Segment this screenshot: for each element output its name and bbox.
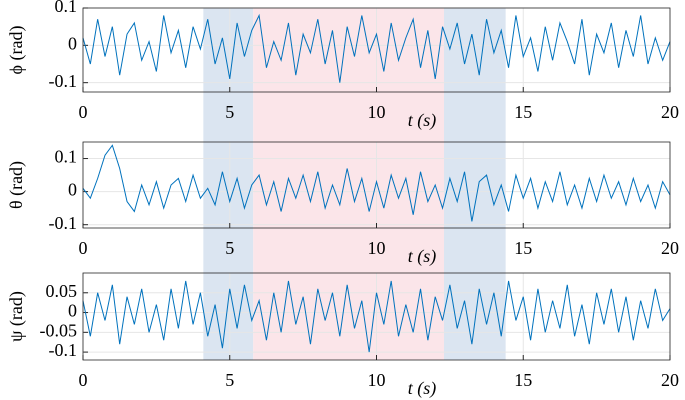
shaded-region: [444, 8, 506, 142]
y-tick-label: 0.05: [46, 281, 78, 301]
axes-box: [82, 141, 671, 229]
x-tick-label: 5: [225, 370, 234, 390]
x-tick-label: 20: [661, 102, 679, 122]
y-tick-label: -0.1: [49, 71, 78, 91]
x-tick-label: 0: [79, 370, 88, 390]
x-tick-label: 10: [368, 370, 386, 390]
y-tick-label: 0.1: [55, 0, 78, 16]
x-axis-label: t (s): [408, 246, 437, 267]
x-tick-label: 15: [514, 370, 532, 390]
shaded-region: [444, 273, 506, 360]
y-tick-label: -0.1: [49, 213, 78, 233]
data-line: [82, 280, 671, 353]
y-tick-label: 0: [68, 301, 77, 321]
x-tick-label: 15: [514, 102, 532, 122]
y-axis-label: ϕ (rad): [6, 26, 27, 75]
x-tick-label: 15: [514, 238, 532, 258]
x-tick-label: 0: [79, 238, 88, 258]
shaded-region: [253, 8, 445, 142]
y-tick-label: 0.1: [55, 147, 78, 167]
shaded-region: [253, 273, 445, 360]
x-axis-label: t (s): [408, 110, 437, 131]
data-line: [82, 144, 671, 222]
y-axis-label: θ (rad): [6, 161, 27, 209]
x-tick-label: 5: [225, 238, 234, 258]
x-tick-label: 5: [225, 102, 234, 122]
x-tick-label: 10: [368, 238, 386, 258]
shaded-region: [203, 8, 254, 142]
y-axis-label: ψ (rad): [6, 291, 27, 342]
x-tick-label: 0: [79, 102, 88, 122]
y-tick-label: -0.1: [49, 340, 78, 360]
y-tick-label: 0: [68, 180, 77, 200]
axes-box: [82, 272, 671, 361]
data-line: [82, 13, 671, 83]
y-tick-label: 0: [68, 33, 77, 53]
shaded-region: [203, 273, 254, 360]
x-tick-label: 20: [661, 238, 679, 258]
x-tick-label: 10: [368, 102, 386, 122]
axes-box: [82, 7, 671, 93]
x-axis-label: t (s): [408, 378, 437, 399]
y-tick-label: -0.05: [40, 320, 78, 340]
x-tick-label: 20: [661, 370, 679, 390]
